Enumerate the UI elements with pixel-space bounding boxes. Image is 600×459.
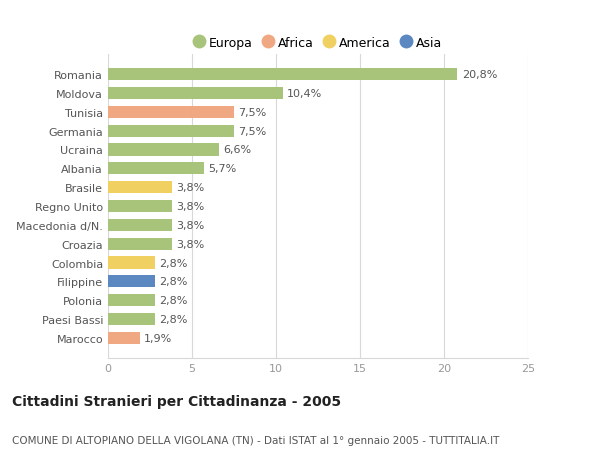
Bar: [108, 106, 234, 119]
Bar: [108, 294, 155, 307]
Bar: [108, 332, 140, 344]
Text: 2,8%: 2,8%: [159, 314, 188, 325]
Bar: [108, 144, 219, 156]
Text: 2,8%: 2,8%: [159, 277, 188, 287]
Text: 10,4%: 10,4%: [287, 89, 322, 99]
Bar: [108, 182, 172, 194]
Bar: [108, 163, 204, 175]
Text: 3,8%: 3,8%: [176, 202, 204, 212]
Text: 1,9%: 1,9%: [144, 333, 172, 343]
Bar: [108, 201, 172, 213]
Text: 2,8%: 2,8%: [159, 258, 188, 268]
Bar: [108, 238, 172, 250]
Bar: [108, 313, 155, 325]
Bar: [108, 88, 283, 100]
Bar: [108, 276, 155, 288]
Legend: Europa, Africa, America, Asia: Europa, Africa, America, Asia: [194, 37, 442, 50]
Bar: [108, 125, 234, 137]
Bar: [108, 69, 457, 81]
Text: 6,6%: 6,6%: [223, 145, 251, 155]
Bar: [108, 257, 155, 269]
Bar: [108, 219, 172, 231]
Text: 5,7%: 5,7%: [208, 164, 236, 174]
Text: 3,8%: 3,8%: [176, 220, 204, 230]
Text: 7,5%: 7,5%: [238, 126, 266, 136]
Text: 20,8%: 20,8%: [461, 70, 497, 80]
Text: 7,5%: 7,5%: [238, 107, 266, 118]
Text: 3,8%: 3,8%: [176, 183, 204, 193]
Text: 2,8%: 2,8%: [159, 296, 188, 306]
Text: Cittadini Stranieri per Cittadinanza - 2005: Cittadini Stranieri per Cittadinanza - 2…: [12, 395, 341, 409]
Text: 3,8%: 3,8%: [176, 239, 204, 249]
Text: COMUNE DI ALTOPIANO DELLA VIGOLANA (TN) - Dati ISTAT al 1° gennaio 2005 - TUTTIT: COMUNE DI ALTOPIANO DELLA VIGOLANA (TN) …: [12, 435, 499, 445]
